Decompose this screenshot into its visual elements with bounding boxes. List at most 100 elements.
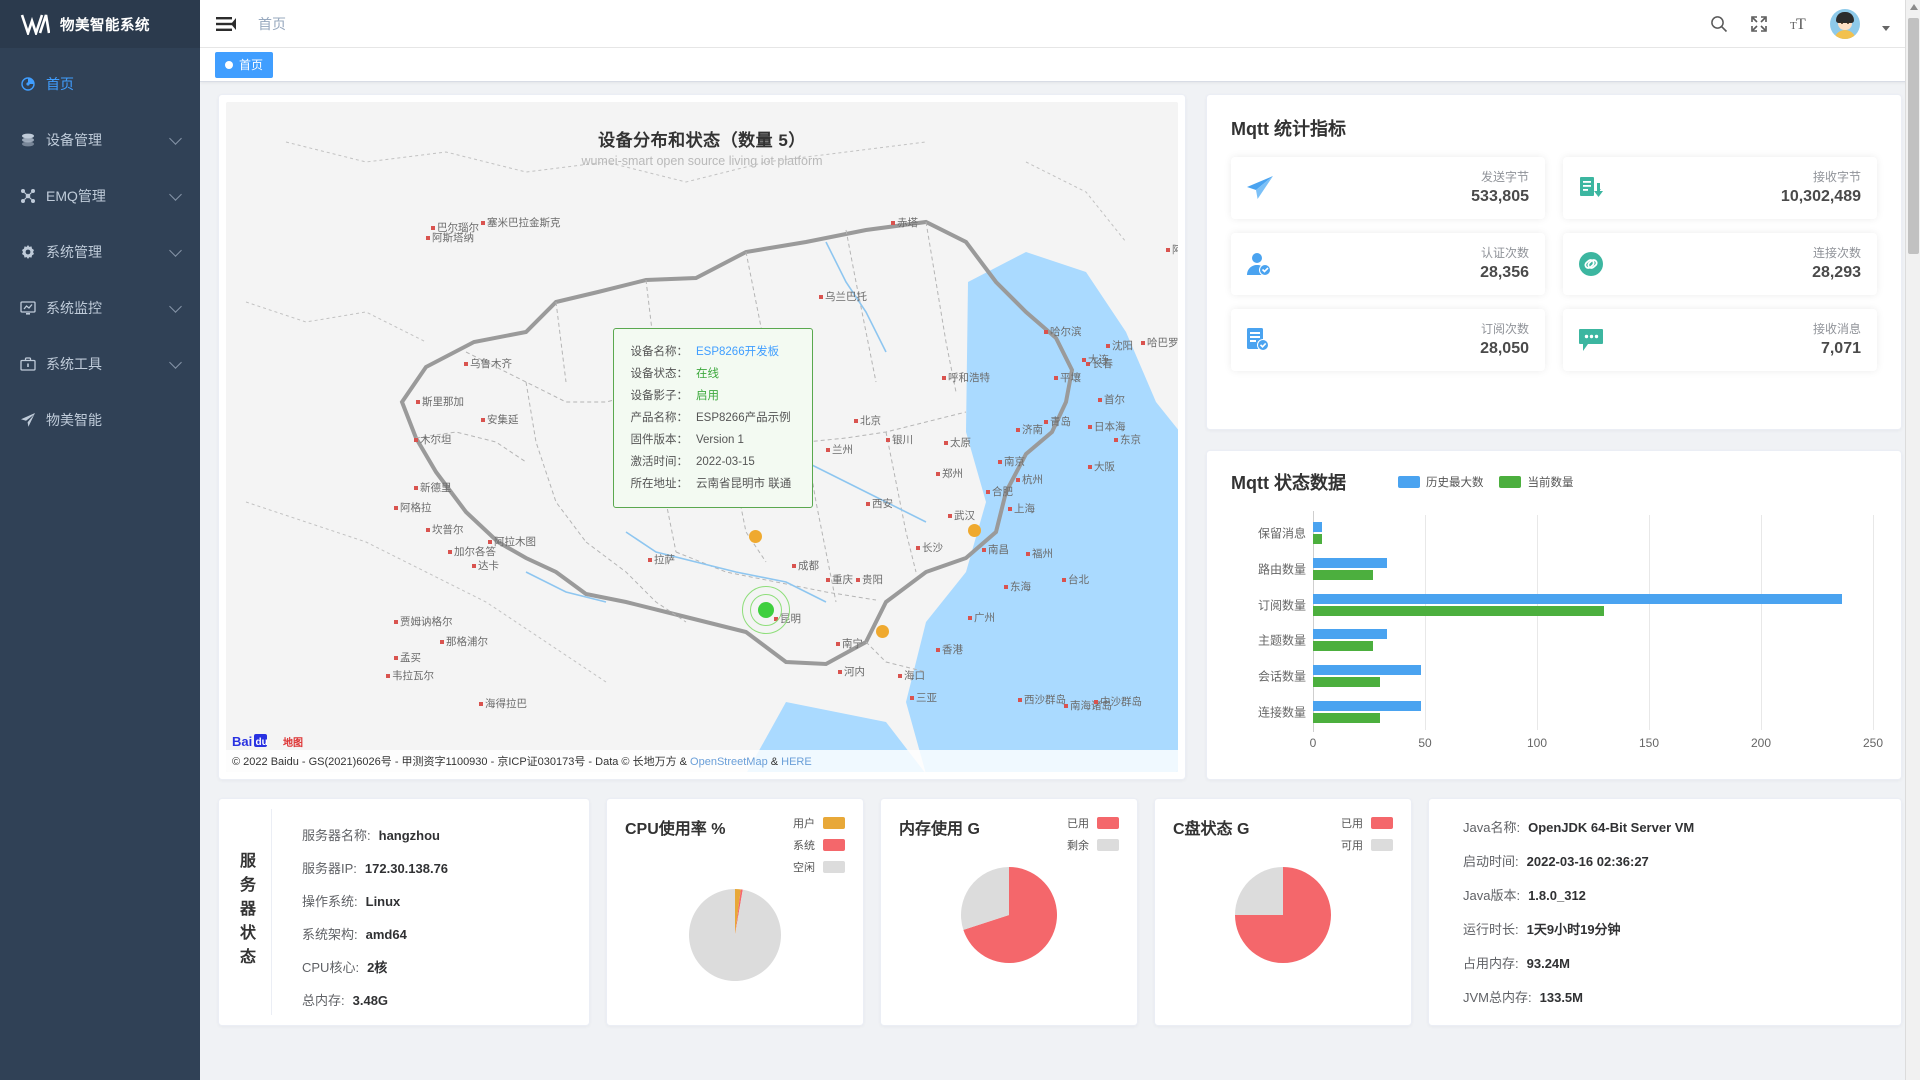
chevron-down-icon[interactable] [169, 355, 182, 369]
pie-legend-item[interactable]: 可用 [1341, 837, 1393, 853]
hamburger-icon[interactable] [216, 16, 236, 32]
bar-current[interactable] [1313, 533, 1322, 544]
mqtt-stat-box[interactable]: 接收字节 10,302,489 [1563, 157, 1877, 219]
info-value: amd64 [365, 927, 407, 942]
pie-svg[interactable]: 用户: 2系统: 0.7空闲: 97.3 [689, 889, 781, 981]
memory-chart-header: 内存使用 G 已用 剩余 [899, 815, 1119, 859]
mqtt-stat-text: 发送字节 533,805 [1471, 169, 1529, 208]
server-status-title-text: 服务器状态 [237, 852, 254, 972]
info-key: 操作系统: [302, 894, 358, 909]
map-label: 合肥 [986, 484, 1013, 499]
sidebar-item-6[interactable]: 物美智能 [0, 392, 200, 448]
map-label: 南宁 [836, 636, 863, 651]
bar-current[interactable] [1313, 569, 1374, 580]
bar-current[interactable] [1313, 641, 1374, 652]
bar-current[interactable] [1313, 677, 1381, 688]
svg-text:T: T [1796, 16, 1806, 32]
mqtt-stat-box[interactable]: 连接次数 28,293 [1563, 233, 1877, 295]
map-label: 那格浦尔 [440, 634, 488, 649]
legend-swatch [1397, 476, 1420, 488]
sidebar-item-label: 物美智能 [46, 412, 102, 428]
pie-svg[interactable]: 已用: 70剩余: 30 [961, 867, 1057, 963]
grid-line [1761, 515, 1762, 730]
cpu-chart-title: CPU使用率 % [625, 821, 726, 838]
pie-svg[interactable]: 已用: 75可用: 25 [1235, 867, 1331, 963]
info-value: 2核 [367, 960, 388, 975]
sidebar-item-1[interactable]: 设备管理 [0, 112, 200, 168]
offline-dot[interactable] [748, 529, 762, 543]
bar-history-max[interactable] [1313, 701, 1421, 712]
here-link[interactable]: HERE [781, 756, 812, 768]
map-label: 加尔各答 [448, 544, 496, 559]
chevron-down-icon[interactable] [169, 299, 182, 313]
scroll-up-arrow-icon[interactable] [1910, 4, 1918, 10]
pie-legend-item[interactable]: 空闲 [793, 859, 845, 875]
info-key: Java名称: [1463, 820, 1521, 835]
page-scrollbar[interactable] [1905, 0, 1920, 1080]
caret-down-icon[interactable] [1882, 25, 1890, 31]
offline-dot[interactable] [967, 523, 981, 537]
baidu-map-label: 地图 [283, 737, 303, 749]
legend-item[interactable]: 当前数量 [1499, 474, 1573, 490]
doc-check-icon [1245, 326, 1283, 354]
top-row: 设备分布和状态（数量 5） wumei-smart open source li… [218, 94, 1902, 780]
search-icon[interactable] [1710, 15, 1728, 33]
mqtt-stat-box[interactable]: 认证次数 28,356 [1231, 233, 1545, 295]
font-size-icon[interactable]: T T [1790, 15, 1808, 32]
legend-label: 当前数量 [1527, 477, 1574, 489]
brand-header[interactable]: 物美智能系统 [0, 0, 200, 48]
scrollbar-thumb[interactable] [1908, 18, 1919, 254]
baidu-map[interactable]: 设备分布和状态（数量 5） wumei-smart open source li… [226, 102, 1178, 772]
sidebar-item-3[interactable]: 系统管理 [0, 224, 200, 280]
sidebar-item-5[interactable]: 系统工具 [0, 336, 200, 392]
info-key: 启动时间: [1463, 854, 1519, 869]
sidebar-item-4[interactable]: 系统监控 [0, 280, 200, 336]
bar-history-max[interactable] [1313, 593, 1842, 604]
pie-legend-item[interactable]: 剩余 [1067, 837, 1119, 853]
java-info-card: Java名称: OpenJDK 64-Bit Server VM 启动时间: 2022… [1428, 798, 1902, 1026]
toolbox-icon [20, 356, 46, 372]
tooltip-value[interactable]: ESP8266开发板 [696, 346, 780, 358]
offline-dot[interactable] [875, 624, 889, 638]
sidebar-item-label: EMQ管理 [46, 188, 106, 204]
pie-legend-item[interactable]: 已用 [1341, 815, 1393, 831]
chevron-down-icon[interactable] [169, 243, 182, 257]
sidebar-item-2[interactable]: EMQ管理 [0, 168, 200, 224]
bar-history-max[interactable] [1313, 557, 1387, 568]
pie-legend-item[interactable]: 用户 [793, 815, 845, 831]
chart-title: Mqtt 状态数据 [1231, 473, 1346, 493]
map-label: 斯里那加 [416, 394, 464, 409]
map-subtitle: wumei-smart open source living iot platf… [581, 154, 823, 168]
tag-item-home[interactable]: 首页 [215, 51, 274, 78]
info-row: JVM总内存: 133.5M [1463, 989, 1901, 1006]
chevron-down-icon[interactable] [169, 131, 182, 145]
mqtt-stat-box[interactable]: 订阅次数 28,050 [1231, 309, 1545, 371]
legend-item[interactable]: 历史最大数 [1397, 474, 1483, 490]
bar-current[interactable] [1313, 605, 1605, 616]
sidebar-item-0[interactable]: 首页 [0, 56, 200, 112]
pie-legend-item[interactable]: 系统 [793, 837, 845, 853]
pie-legend-item[interactable]: 已用 [1067, 815, 1119, 831]
mqtt-stat-box[interactable]: 接收消息 7,071 [1563, 309, 1877, 371]
fullscreen-icon[interactable] [1750, 15, 1768, 33]
mqtt-stat-box[interactable]: 发送字节 533,805 [1231, 157, 1545, 219]
sidebar-item-label: 设备管理 [46, 132, 102, 148]
bar-history-max[interactable] [1313, 629, 1387, 640]
info-key: 系统架构: [302, 927, 358, 942]
breadcrumb[interactable]: 首页 [258, 15, 286, 32]
mqtt-stat-label: 认证次数 [1480, 245, 1529, 260]
right-column: Mqtt 统计指标 发送字节 533,805 接收字节 10,302,489 认证次数 2… [1206, 94, 1902, 780]
openstreetmap-link[interactable]: OpenStreetMap [690, 756, 768, 768]
bar-history-max[interactable] [1313, 665, 1421, 676]
pie-legend-label: 系统 [793, 840, 815, 852]
bar-current[interactable] [1313, 713, 1381, 724]
bar-history-max[interactable] [1313, 521, 1322, 532]
info-row: 服务器名称: hangzhou [302, 827, 589, 844]
sidebar-item-label: 系统工具 [46, 356, 102, 372]
map-label: 阿斯塔纳 [426, 230, 474, 245]
chevron-down-icon[interactable] [169, 187, 182, 201]
avatar[interactable] [1830, 8, 1860, 39]
online-dot[interactable] [758, 602, 774, 618]
x-axis-tick: 150 [1638, 736, 1660, 750]
x-axis-tick: 200 [1750, 736, 1772, 750]
